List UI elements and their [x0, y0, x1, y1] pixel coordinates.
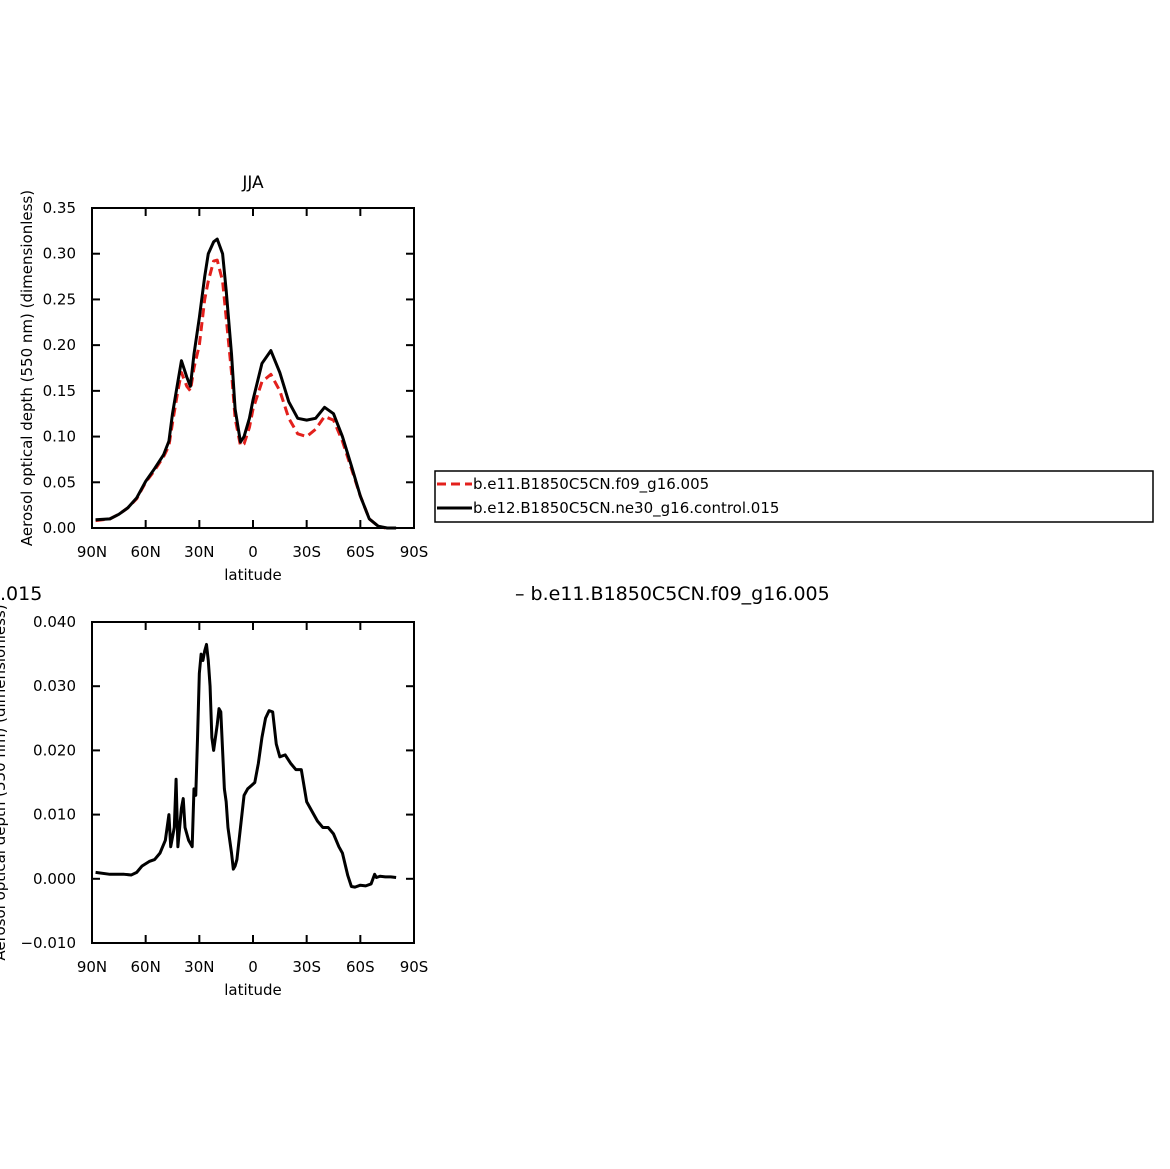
y-tick-label: 0.25	[43, 290, 76, 308]
y-tick-label: 0.00	[43, 519, 76, 537]
y-tick-label: 0.010	[33, 806, 76, 824]
y-tick-label: 0.000	[33, 870, 76, 888]
x-tick-label: 60N	[131, 958, 161, 976]
y-tick-label: 0.35	[43, 199, 76, 217]
x-tick-label: 30S	[292, 543, 321, 561]
y-tick-label: 0.10	[43, 428, 76, 446]
x-axis-label: latitude	[224, 981, 282, 999]
data-line	[95, 237, 397, 530]
x-tick-label: 90S	[400, 958, 429, 976]
y-tick-label: 0.30	[43, 245, 76, 263]
legend-label: b.e12.B1850C5CN.ne30_g16.control.015	[473, 499, 779, 518]
x-tick-label: 30N	[184, 958, 214, 976]
x-tick-label: 90S	[400, 543, 429, 561]
legend: b.e11.B1850C5CN.f09_g16.005 b.e12.B1850C5…	[434, 470, 1154, 523]
y-tick-label: 0.020	[33, 741, 76, 759]
x-tick-label: 90N	[77, 958, 107, 976]
x-tick-label: 30N	[184, 543, 214, 561]
x-tick-label: 60N	[131, 543, 161, 561]
x-tick-label: 90N	[77, 543, 107, 561]
y-tick-label: 0.040	[33, 613, 76, 631]
x-tick-label: 0	[248, 958, 258, 976]
y-tick-label: 0.05	[43, 473, 76, 491]
annotation: – b.e11.B1850C5CN.f09_g16.005	[515, 583, 830, 605]
y-axis-label: Aerosol optical depth (550 nm) (dimensio…	[18, 190, 36, 546]
y-tick-label: 0.030	[33, 677, 76, 695]
x-tick-label: 0	[248, 543, 258, 561]
x-tick-label: 60S	[346, 543, 375, 561]
chart-title: JJA	[241, 173, 264, 193]
annotation: .015	[0, 583, 42, 605]
y-tick-label: 0.15	[43, 382, 76, 400]
legend-box	[434, 470, 1154, 523]
data-line	[95, 642, 397, 889]
data-line	[95, 258, 386, 530]
x-tick-label: 60S	[346, 958, 375, 976]
legend-label: b.e11.B1850C5CN.f09_g16.005	[473, 475, 709, 494]
x-tick-label: 30S	[292, 958, 321, 976]
y-axis-label: Aerosol optical depth (550 nm) (dimensio…	[0, 604, 9, 960]
y-tick-label: −0.010	[20, 934, 76, 952]
plot-frame	[91, 207, 415, 529]
y-tick-label: 0.20	[43, 336, 76, 354]
x-axis-label: latitude	[224, 566, 282, 584]
